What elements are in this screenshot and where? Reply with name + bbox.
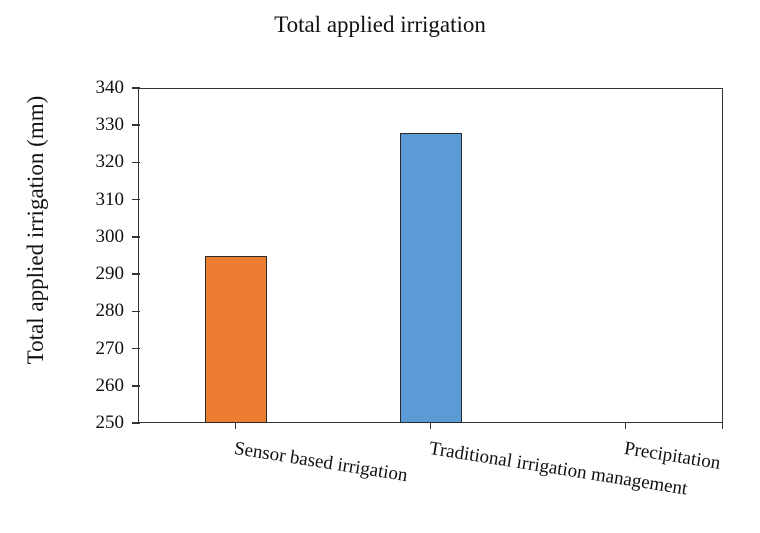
chart-title: Total applied irrigation: [274, 12, 486, 37]
x-tick: [234, 423, 237, 429]
y-tick-label: 270: [95, 337, 125, 359]
y-tick: [132, 310, 140, 313]
y-tick-label: 310: [95, 188, 125, 210]
y-tick: [132, 124, 140, 126]
bar-sensor-based-irrigation: [204, 255, 267, 423]
y-tick: [132, 347, 140, 350]
y-tick: [132, 198, 140, 201]
x-tick-label: Sensor based irrigation: [232, 438, 409, 487]
y-tick-label: 290: [95, 263, 125, 285]
y-tick: [132, 87, 140, 89]
x-tick: [429, 423, 432, 429]
y-axis-label: Total applied irrigation (mm): [23, 95, 48, 365]
y-tick-label: 330: [95, 114, 125, 136]
y-tick: [132, 161, 140, 164]
x-tick: [721, 423, 723, 429]
x-tick-label: Precipitation: [622, 438, 722, 474]
bar-traditional-irrigation-management: [399, 132, 462, 423]
y-tick-label: 260: [95, 374, 125, 396]
y-tick-label: 340: [95, 77, 125, 98]
y-tick: [132, 236, 140, 238]
y-tick: [132, 273, 140, 275]
y-tick-label: 280: [95, 300, 125, 322]
y-tick: [132, 422, 140, 424]
x-tick: [624, 423, 627, 429]
y-tick: [132, 385, 140, 387]
y-tick-label: 300: [95, 225, 125, 247]
y-tick-label: 250: [95, 412, 125, 433]
y-tick-label: 320: [95, 151, 125, 173]
